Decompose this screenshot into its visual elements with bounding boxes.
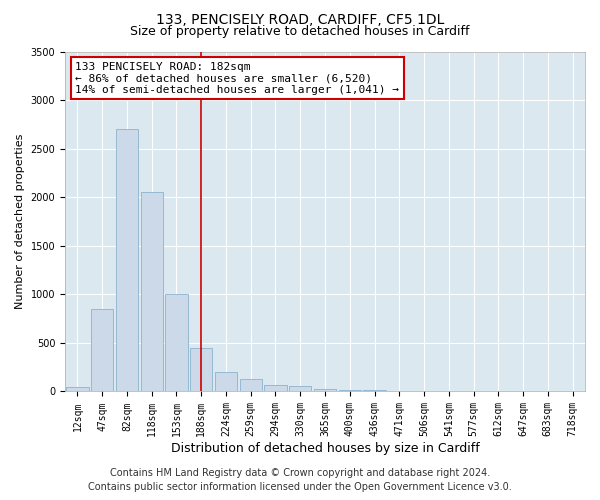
Text: 133 PENCISELY ROAD: 182sqm
← 86% of detached houses are smaller (6,520)
14% of s: 133 PENCISELY ROAD: 182sqm ← 86% of deta… xyxy=(76,62,400,95)
Bar xyxy=(289,386,311,392)
Bar xyxy=(190,348,212,392)
Bar xyxy=(314,388,336,392)
Text: Size of property relative to detached houses in Cardiff: Size of property relative to detached ho… xyxy=(130,25,470,38)
X-axis label: Distribution of detached houses by size in Cardiff: Distribution of detached houses by size … xyxy=(170,442,479,455)
Text: 133, PENCISELY ROAD, CARDIFF, CF5 1DL: 133, PENCISELY ROAD, CARDIFF, CF5 1DL xyxy=(156,12,444,26)
Bar xyxy=(215,372,237,392)
Y-axis label: Number of detached properties: Number of detached properties xyxy=(15,134,25,309)
Bar xyxy=(364,390,386,392)
Bar xyxy=(239,379,262,392)
Text: Contains HM Land Registry data © Crown copyright and database right 2024.
Contai: Contains HM Land Registry data © Crown c… xyxy=(88,468,512,492)
Bar xyxy=(140,192,163,392)
Bar xyxy=(338,390,361,392)
Bar xyxy=(265,385,287,392)
Bar xyxy=(166,294,188,392)
Bar xyxy=(116,129,138,392)
Bar xyxy=(388,390,410,392)
Bar xyxy=(91,309,113,392)
Bar xyxy=(66,386,89,392)
